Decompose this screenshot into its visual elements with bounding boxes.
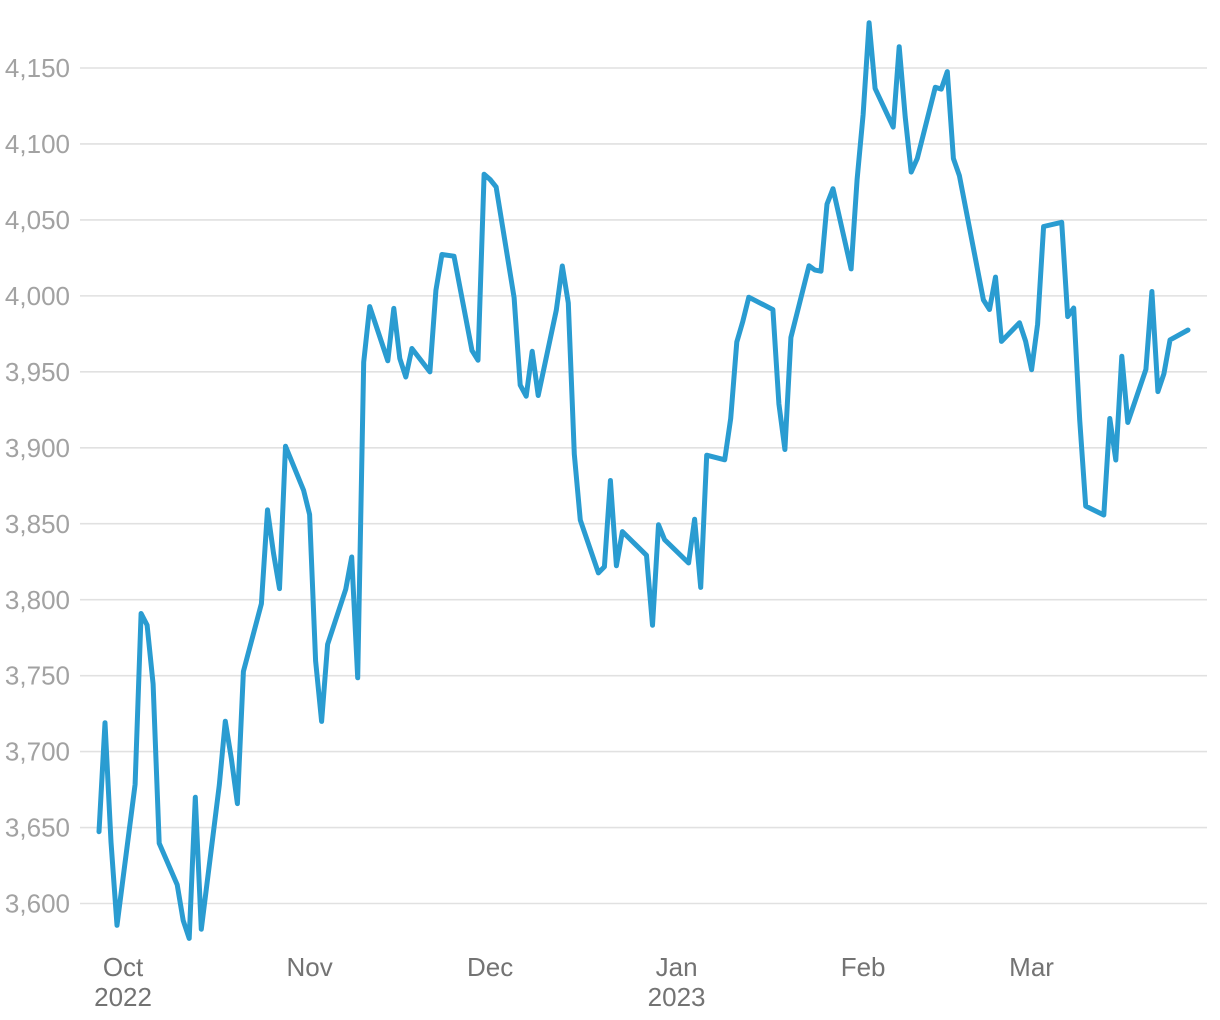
y-axis-tick-label: 4,000 <box>5 281 70 311</box>
x-axis-month-label: Feb <box>841 952 886 982</box>
x-axis-year-label: 2022 <box>94 982 152 1012</box>
y-axis-tick-label: 3,850 <box>5 509 70 539</box>
price-line-series <box>96 20 1191 941</box>
x-axis-month-label: Nov <box>286 952 332 982</box>
y-axis-tick-label: 3,600 <box>5 889 70 919</box>
y-axis-tick-label: 4,150 <box>5 53 70 83</box>
x-axis-month-label: Jan <box>656 952 698 982</box>
y-axis-tick-label: 3,800 <box>5 585 70 615</box>
y-axis-tick-label: 3,650 <box>5 813 70 843</box>
x-axis-month-label: Oct <box>103 952 144 982</box>
y-axis-tick-label: 3,900 <box>5 433 70 463</box>
x-axis-year-label: 2023 <box>648 982 706 1012</box>
gridlines <box>80 67 1207 905</box>
x-axis-month-label: Dec <box>467 952 513 982</box>
y-axis-tick-label: 3,750 <box>5 661 70 691</box>
price-line <box>96 20 1191 941</box>
y-axis-tick-label: 4,100 <box>5 129 70 159</box>
y-axis-labels: 3,600 3,650 3,700 3,750 3,800 3,850 3,900 3,950… <box>5 53 70 919</box>
x-axis-month-label: Mar <box>1009 952 1054 982</box>
y-axis-tick-label: 3,950 <box>5 357 70 387</box>
y-axis-tick-label: 4,050 <box>5 205 70 235</box>
y-axis-tick-label: 3,700 <box>5 737 70 767</box>
